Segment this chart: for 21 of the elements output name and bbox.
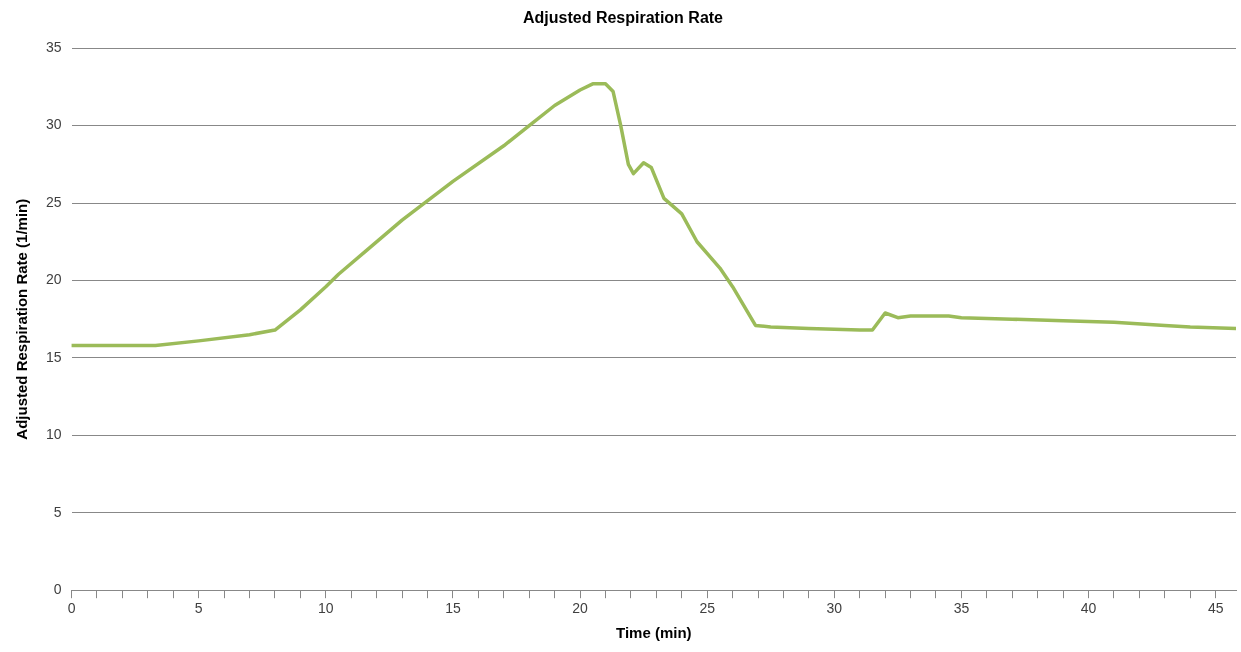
x-tick-label: 35: [953, 600, 970, 617]
x-tick-label: 45: [1207, 600, 1224, 617]
y-tick-label: 35: [45, 39, 62, 56]
y-tick-label: 15: [45, 348, 62, 365]
x-tick-label: 15: [445, 600, 461, 617]
y-tick-label: 0: [53, 581, 62, 598]
x-tick-label: 0: [67, 600, 76, 617]
x-tick-label: 40: [1080, 600, 1097, 617]
x-tick-label: 20: [572, 600, 589, 617]
y-tick-label: 10: [45, 426, 62, 443]
y-tick-label: 5: [53, 503, 62, 520]
x-tick-label: 10: [318, 600, 334, 617]
chart-title: Adjusted Respiration Rate: [522, 9, 724, 27]
y-axis-title: Adjusted Respiration Rate (1/min): [13, 198, 31, 440]
x-axis-title: Time (min): [616, 624, 692, 642]
y-tick-label: 30: [45, 116, 62, 133]
y-tick-label: 20: [45, 271, 62, 288]
y-tick-label: 25: [45, 193, 62, 210]
x-tick-label: 5: [194, 600, 203, 617]
x-tick-label: 25: [699, 600, 716, 617]
x-tick-label: 30: [826, 600, 843, 617]
